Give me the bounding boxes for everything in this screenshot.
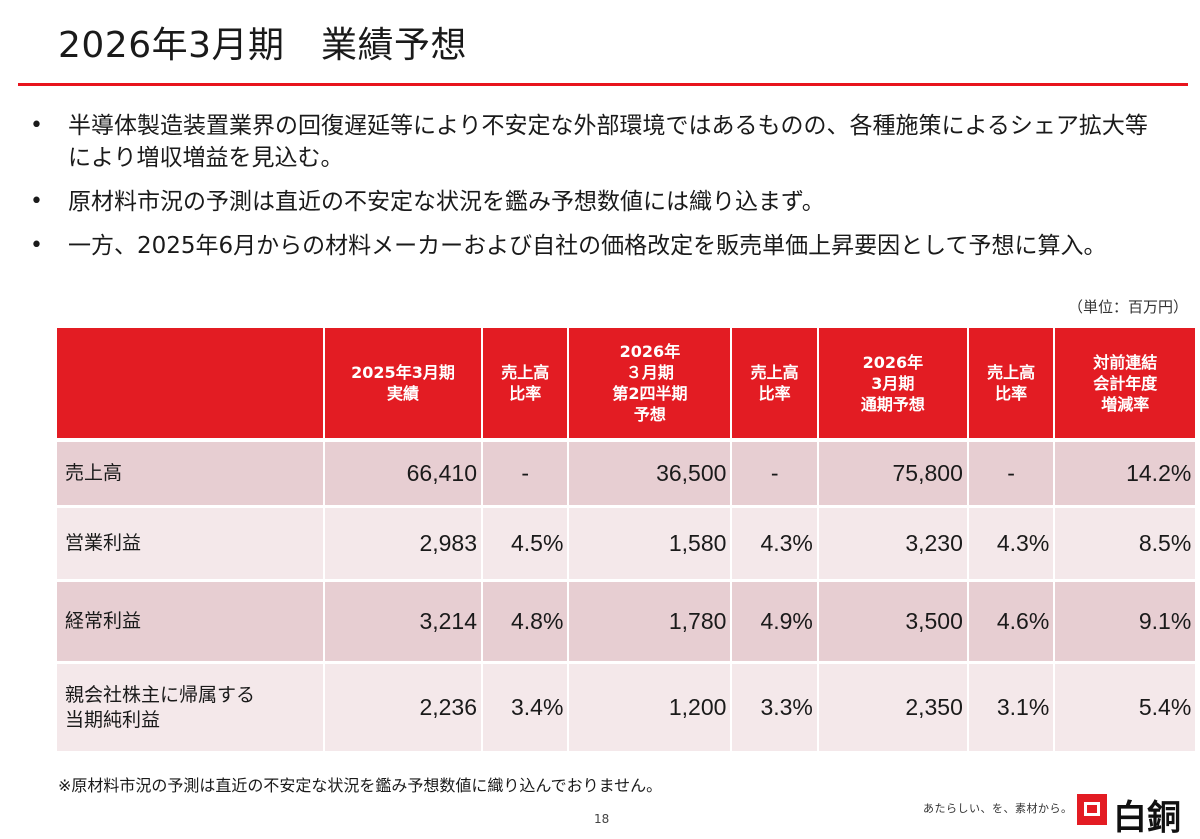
table-row: 営業利益 2,983 4.5% 1,580 4.3% 3,230 4.3% 8.… [57, 508, 1196, 582]
bullet-text: 一方、2025年6月からの材料メーカーおよび自社の価格改定を販売単価上昇要因とし… [68, 233, 1107, 259]
header-cell: 2026年 ３月期 第2四半期 予想 [569, 328, 733, 442]
unit-note: （単位：百万円） [1067, 298, 1188, 316]
table-cell: 3,500 [818, 582, 969, 664]
header-cell: 2025年3月期 実績 [325, 328, 483, 442]
row-label: 親会社株主に帰属する 当期純利益 [57, 664, 325, 754]
row-label: 売上高 [57, 442, 325, 508]
table-cell: 1,580 [569, 508, 733, 582]
bullet-item: • 原材料市況の予測は直近の不安定な状況を鑑み予想数値には織り込まず。 [28, 186, 1168, 218]
bullet-item: • 半導体製造装置業界の回復遅延等により不安定な外部環境ではあるものの、各種施策… [28, 110, 1168, 174]
table-cell: 4.3% [732, 508, 819, 582]
header-cell: 売上高 比率 [483, 328, 570, 442]
table-cell: 3.4% [483, 664, 570, 754]
table-cell: 4.5% [483, 508, 570, 582]
header-cell: 売上高 比率 [968, 328, 1056, 442]
bullet-text: 半導体製造装置業界の回復遅延等により不安定な外部環境ではあるものの、各種施策によ… [68, 113, 1148, 171]
table-cell: 5.4% [1055, 664, 1196, 754]
table-cell: 66,410 [325, 442, 483, 508]
table-cell: 9.1% [1055, 582, 1196, 664]
table-cell: 75,800 [818, 442, 969, 508]
table-row: 売上高 66,410 - 36,500 - 75,800 - 14.2% [57, 442, 1196, 508]
company-tagline: あたらしい、を、素材から。 [923, 802, 1073, 815]
bullet-marker: • [30, 189, 43, 214]
table-cell: 4.3% [968, 508, 1056, 582]
bullet-marker: • [30, 113, 43, 138]
table-cell: 8.5% [1055, 508, 1196, 582]
table-row: 親会社株主に帰属する 当期純利益 2,236 3.4% 1,200 3.3% 2… [57, 664, 1196, 754]
header-cell: 2026年 3月期 通期予想 [818, 328, 969, 442]
header-cell: 売上高 比率 [732, 328, 819, 442]
table-cell: 1,200 [569, 664, 733, 754]
header-cell: 対前連結 会計年度 増減率 [1055, 328, 1196, 442]
table-cell: 36,500 [569, 442, 733, 508]
bullet-item: • 一方、2025年6月からの材料メーカーおよび自社の価格改定を販売単価上昇要因… [28, 230, 1168, 262]
table-cell: - [483, 442, 570, 508]
bullet-text: 原材料市況の予測は直近の不安定な状況を鑑み予想数値には織り込まず。 [68, 189, 825, 215]
table-cell: 3,230 [818, 508, 969, 582]
footnote: ※原材料市況の予測は直近の不安定な状況を鑑み予想数値に織り込んでおりません。 [58, 776, 663, 795]
table-cell: 3.3% [732, 664, 819, 754]
table-cell: 2,350 [818, 664, 969, 754]
table-cell: 4.6% [968, 582, 1056, 664]
table-cell: 3,214 [325, 582, 483, 664]
table-cell: 1,780 [569, 582, 733, 664]
company-logo-text: 白銅 [1113, 798, 1181, 838]
page-title: 2026年3月期 業績予想 [58, 25, 468, 66]
header-cell [57, 328, 325, 442]
table-cell: 14.2% [1055, 442, 1196, 508]
table-cell: 3.1% [968, 664, 1056, 754]
company-logo-icon [1077, 794, 1107, 825]
table-cell: 2,236 [325, 664, 483, 754]
title-underline [18, 83, 1188, 86]
table-cell: - [968, 442, 1056, 508]
page-number: 18 [594, 812, 610, 826]
table-row: 経常利益 3,214 4.8% 1,780 4.9% 3,500 4.6% 9.… [57, 582, 1196, 664]
row-label: 経常利益 [57, 582, 325, 664]
row-label: 営業利益 [57, 508, 325, 582]
table-cell: - [732, 442, 819, 508]
forecast-table: 2025年3月期 実績 売上高 比率 2026年 ３月期 第2四半期 予想 売上… [57, 328, 1196, 754]
table-cell: 4.9% [732, 582, 819, 664]
table-cell: 2,983 [325, 508, 483, 582]
table-cell: 4.8% [483, 582, 570, 664]
table-header-row: 2025年3月期 実績 売上高 比率 2026年 ３月期 第2四半期 予想 売上… [57, 328, 1196, 442]
bullet-marker: • [30, 233, 43, 258]
bullet-list: • 半導体製造装置業界の回復遅延等により不安定な外部環境ではあるものの、各種施策… [28, 110, 1168, 274]
